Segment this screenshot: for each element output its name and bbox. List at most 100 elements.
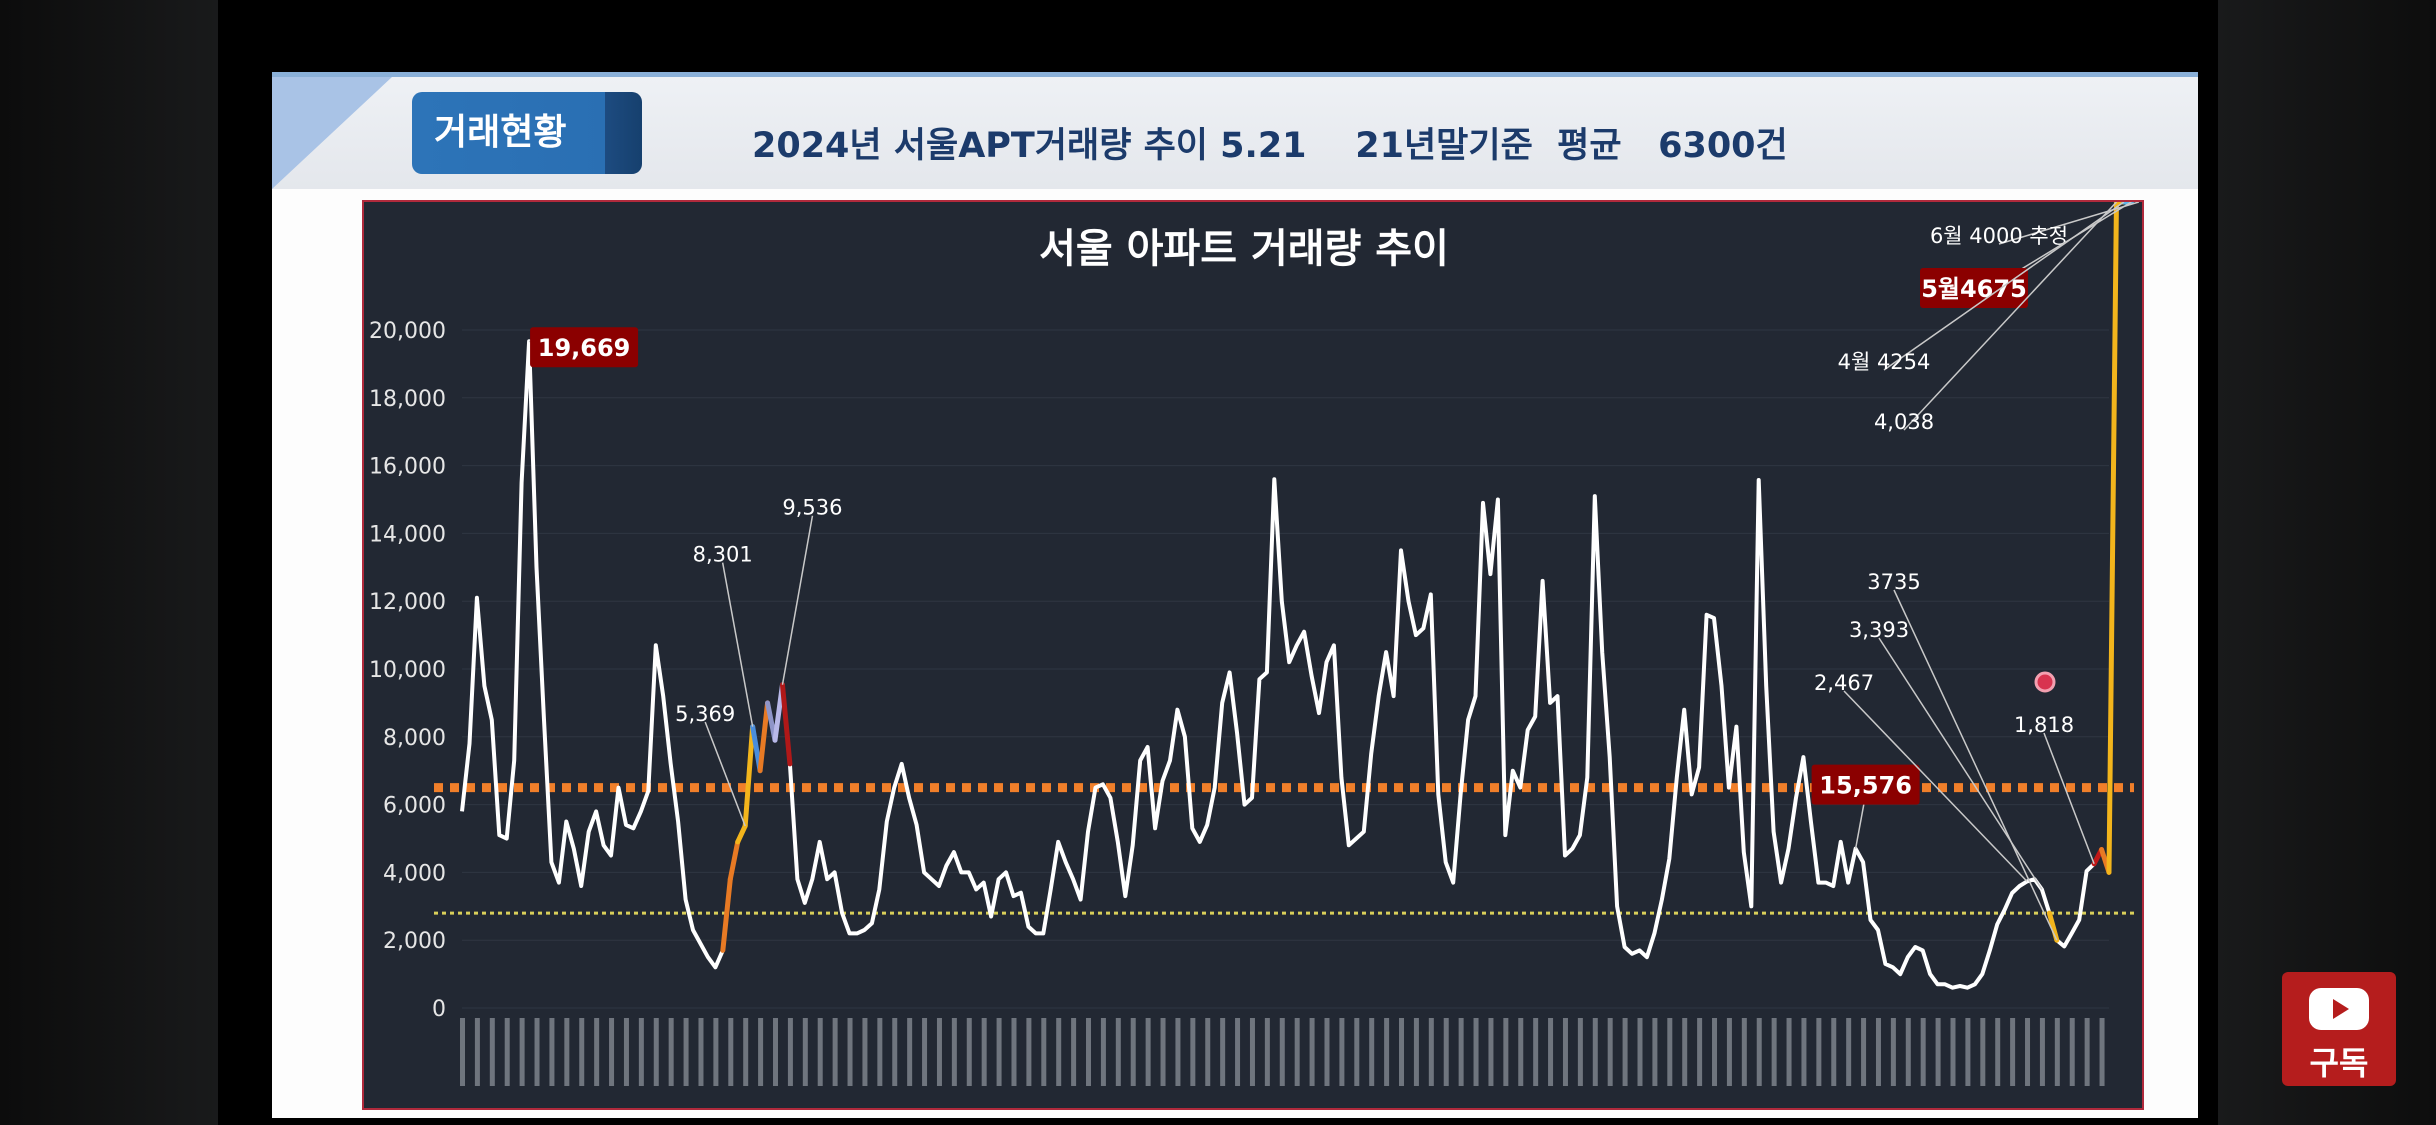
annotation-leader	[1883, 201, 2125, 371]
x-tick-label	[1846, 1018, 1852, 1086]
x-tick-label	[623, 1018, 629, 1086]
x-tick-label	[1354, 1018, 1360, 1086]
annotation-label: 6월 4000 추정	[1930, 224, 2068, 248]
highlight-segment	[757, 700, 771, 774]
x-tick-label	[1026, 1018, 1032, 1086]
x-tick-label	[802, 1018, 808, 1086]
y-tick-label: 8,000	[383, 726, 446, 751]
x-tick-label	[1667, 1018, 1673, 1086]
x-tick-label	[1369, 1018, 1375, 1086]
annotation-label: 9,536	[782, 496, 842, 520]
highlight-segment	[735, 823, 748, 845]
highlight-segment	[727, 839, 741, 882]
section-badge: 거래현황	[412, 92, 642, 174]
x-tick-label	[683, 1018, 689, 1086]
x-tick-label	[981, 1018, 987, 1086]
x-tick-label	[1428, 1018, 1434, 1086]
annotation-label: 1,818	[2014, 713, 2074, 737]
x-tick-label	[936, 1018, 942, 1086]
youtube-play-icon	[2309, 988, 2369, 1030]
annotation-label: 19,669	[538, 334, 631, 362]
x-tick-label	[1831, 1018, 1837, 1086]
x-tick-label	[2069, 1018, 2075, 1086]
video-letterbox-right	[2218, 0, 2436, 1125]
x-tick-label	[1741, 1018, 1747, 1086]
annotation-label: 5월4675	[1921, 275, 2027, 303]
x-tick-label	[728, 1018, 734, 1086]
x-tick-label	[1756, 1018, 1762, 1086]
x-tick-label	[877, 1018, 883, 1086]
annotation-leader	[704, 721, 746, 827]
x-tick-label	[460, 1018, 465, 1086]
annotation-label: 2,467	[1814, 671, 1874, 695]
x-tick-label	[594, 1018, 600, 1086]
y-tick-label: 18,000	[369, 387, 446, 412]
x-tick-label	[2099, 1018, 2105, 1086]
x-tick-label	[1562, 1018, 1568, 1086]
annotation-label: 4월 4254	[1838, 350, 1931, 374]
y-tick-label: 6,000	[383, 794, 446, 819]
subscribe-button[interactable]: 구독	[2282, 972, 2396, 1086]
x-tick-label	[1160, 1018, 1166, 1086]
annotation-label: 15,576	[1819, 772, 1912, 800]
x-tick-label	[1100, 1018, 1106, 1086]
x-tick-label	[1458, 1018, 1464, 1086]
x-tick-label	[1712, 1018, 1718, 1086]
line-chart: 서울 아파트 거래량 추이 0 2,000 4,000 6,000 8,000 10,00…	[369, 199, 2140, 1086]
x-tick-label	[1235, 1018, 1241, 1086]
x-tick-label	[787, 1018, 793, 1086]
x-tick-label	[519, 1018, 525, 1086]
x-tick-label	[1965, 1018, 1971, 1086]
y-tick-label: 12,000	[369, 590, 446, 615]
x-tick-label	[1145, 1018, 1151, 1086]
x-tick-label	[534, 1018, 540, 1086]
x-tick-label	[1384, 1018, 1390, 1086]
y-tick-label: 20,000	[369, 319, 446, 344]
cursor-indicator	[2034, 671, 2056, 693]
x-tick-label	[1607, 1018, 1613, 1086]
x-tick-label	[1548, 1018, 1554, 1086]
y-tick-label: 0	[432, 997, 446, 1022]
x-tick-label	[773, 1018, 779, 1086]
x-tick-label	[951, 1018, 957, 1086]
x-tick-label	[1130, 1018, 1136, 1086]
x-tick-label	[1801, 1018, 1807, 1086]
x-tick-label	[758, 1018, 764, 1086]
annotation-leader	[1998, 201, 2140, 245]
highlight-segment	[742, 724, 756, 829]
x-tick-label	[1324, 1018, 1330, 1086]
x-tick-label	[832, 1018, 838, 1086]
x-tick-label	[489, 1018, 495, 1086]
x-tick-label	[1890, 1018, 1896, 1086]
x-tick-label	[1816, 1018, 1822, 1086]
x-tick-label	[1086, 1018, 1092, 1086]
annotation-leader	[1878, 637, 2043, 890]
y-tick-label: 16,000	[369, 455, 446, 480]
x-tick-label	[1309, 1018, 1315, 1086]
chart-panel: 서울 아파트 거래량 추이 0 2,000 4,000 6,000 8,000 10,00…	[362, 199, 2144, 1110]
x-tick-label	[907, 1018, 913, 1086]
x-tick-label	[1533, 1018, 1539, 1086]
highlight-segment	[2106, 199, 2119, 875]
annotation-leader	[721, 562, 754, 727]
x-tick-label	[653, 1018, 659, 1086]
annotation-box	[1920, 268, 2028, 308]
x-tick-label	[698, 1018, 704, 1086]
x-tick-label	[1726, 1018, 1732, 1086]
y-tick-label: 4,000	[383, 861, 446, 886]
annotation-label: 3,393	[1849, 618, 1909, 642]
x-tick-label	[1875, 1018, 1881, 1086]
x-tick-label	[1905, 1018, 1911, 1086]
x-tick-label	[579, 1018, 585, 1086]
x-tick-label	[1443, 1018, 1449, 1086]
x-tick-label	[609, 1018, 615, 1086]
x-tick-label	[1935, 1018, 1941, 1086]
x-tick-label	[1592, 1018, 1598, 1086]
annotation-box	[1811, 764, 1920, 805]
x-tick-label	[1697, 1018, 1703, 1086]
x-tick-label	[474, 1018, 480, 1086]
x-tick-label	[1339, 1018, 1345, 1086]
x-tick-label	[504, 1018, 510, 1086]
x-tick-label	[996, 1018, 1002, 1086]
subscribe-label: 구독	[2309, 1044, 2369, 1082]
